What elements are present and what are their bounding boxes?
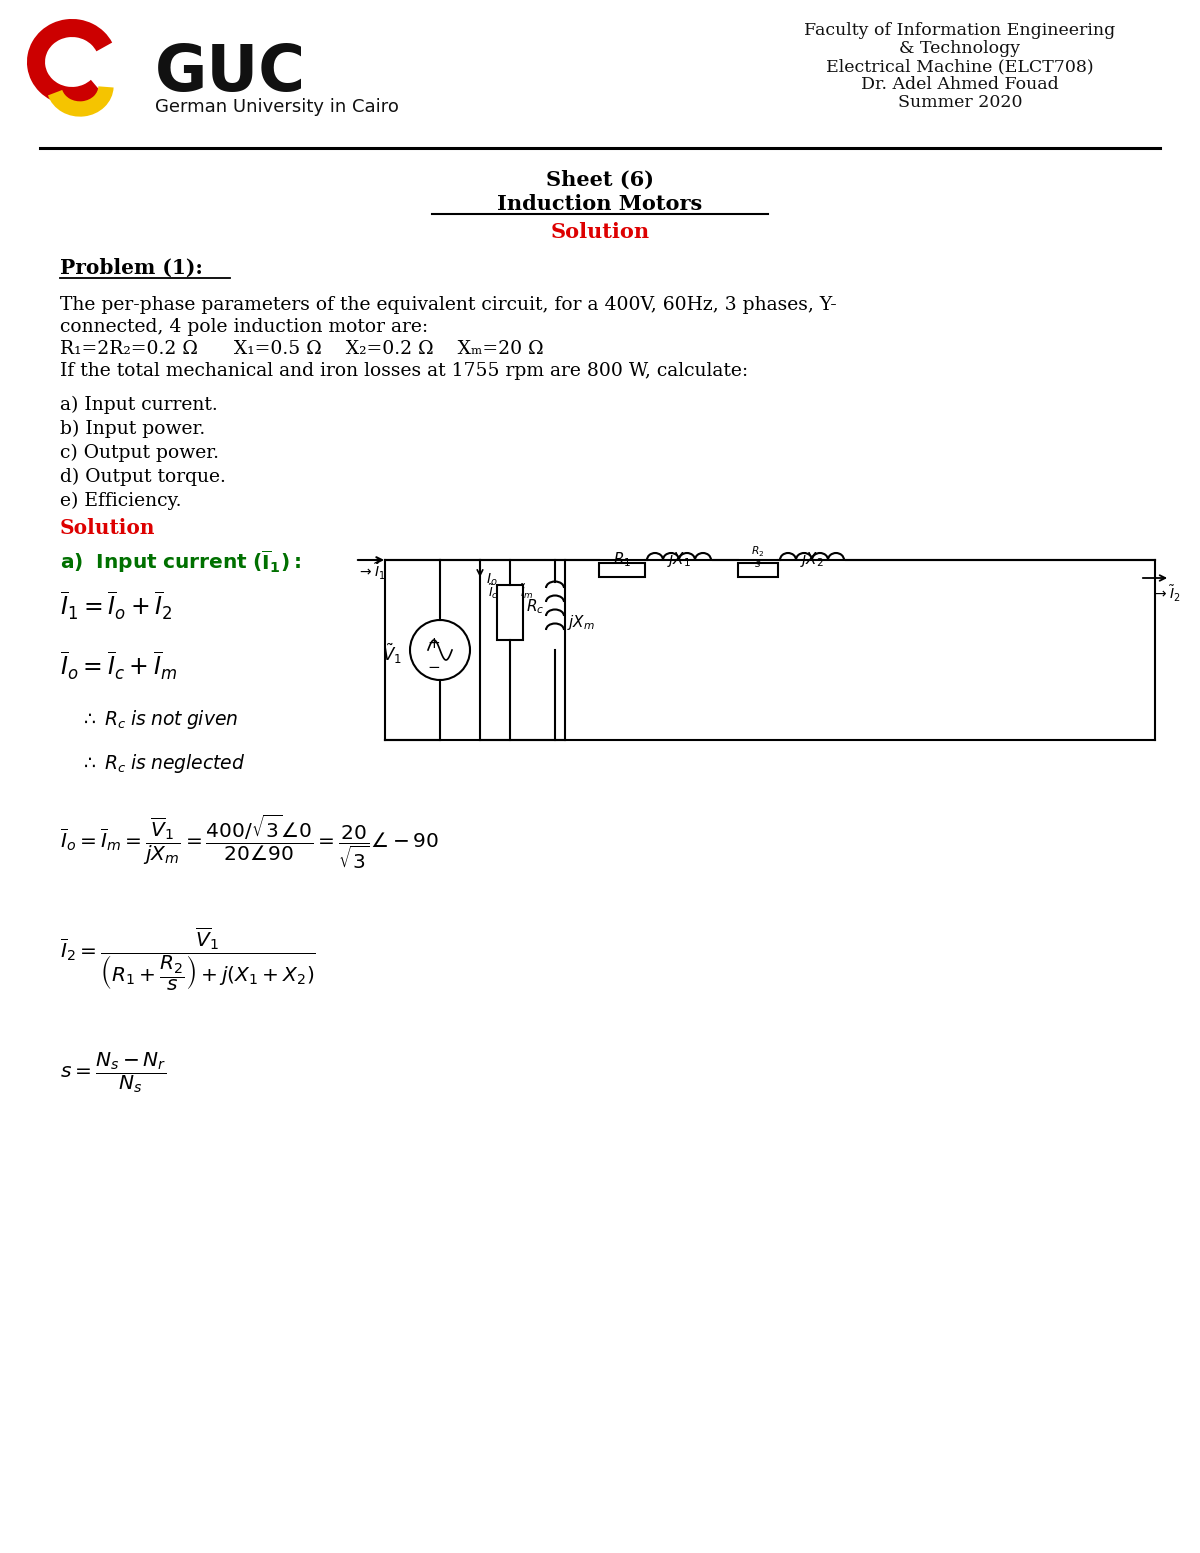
Text: $jX_m$: $jX_m$ xyxy=(568,613,595,632)
Text: Induction Motors: Induction Motors xyxy=(497,194,703,214)
Text: If the total mechanical and iron losses at 1755 rpm are 800 W, calculate:: If the total mechanical and iron losses … xyxy=(60,362,748,380)
Text: d) Output torque.: d) Output torque. xyxy=(60,467,226,486)
Text: $\therefore\; R_c\;\mathit{is\;neglected}$: $\therefore\; R_c\;\mathit{is\;neglected… xyxy=(80,752,246,775)
Text: $\overline{I}_o = \overline{I}_m = \dfrac{\overline{V}_1}{jX_m}= \dfrac{400/\sqr: $\overline{I}_o = \overline{I}_m = \dfra… xyxy=(60,812,439,871)
Text: $\overline{I}_1 = \overline{I}_o + \overline{I}_2$: $\overline{I}_1 = \overline{I}_o + \over… xyxy=(60,590,173,623)
Bar xyxy=(497,585,523,640)
Text: $\rightarrow\tilde{I}_1$: $\rightarrow\tilde{I}_1$ xyxy=(358,562,385,582)
Bar xyxy=(599,564,646,578)
Text: Solution: Solution xyxy=(551,222,649,242)
Text: The per-phase parameters of the equivalent circuit, for a 400V, 60Hz, 3 phases, : The per-phase parameters of the equivale… xyxy=(60,297,836,314)
Text: Problem (1):: Problem (1): xyxy=(60,258,203,278)
Text: $\rightarrow\tilde{I}_2$: $\rightarrow\tilde{I}_2$ xyxy=(1152,584,1181,604)
Text: e) Efficiency.: e) Efficiency. xyxy=(60,492,181,511)
Text: Electrical Machine (ELCT708): Electrical Machine (ELCT708) xyxy=(826,57,1094,75)
Text: Sheet (6): Sheet (6) xyxy=(546,169,654,189)
Text: $jX_1$: $jX_1$ xyxy=(667,550,691,568)
Text: $\tilde{V}_1$: $\tilde{V}_1$ xyxy=(382,641,402,666)
Text: Faculty of Information Engineering: Faculty of Information Engineering xyxy=(804,22,1116,39)
Text: R₁=2R₂=0.2 Ω      X₁=0.5 Ω    X₂=0.2 Ω    Xₘ=20 Ω: R₁=2R₂=0.2 Ω X₁=0.5 Ω X₂=0.2 Ω Xₘ=20 Ω xyxy=(60,340,544,359)
Text: −: − xyxy=(427,660,440,676)
Text: c) Output power.: c) Output power. xyxy=(60,444,220,463)
Text: $R_1$: $R_1$ xyxy=(613,550,631,568)
Text: German University in Cairo: German University in Cairo xyxy=(155,98,398,116)
Text: $jX_2$: $jX_2$ xyxy=(800,550,824,568)
Text: $R_c$: $R_c$ xyxy=(526,598,545,617)
Text: & Technology: & Technology xyxy=(900,40,1020,57)
Text: $\therefore\; R_c\;\mathit{is\;not\;given}$: $\therefore\; R_c\;\mathit{is\;not\;give… xyxy=(80,708,239,731)
Bar xyxy=(738,564,778,578)
Text: Dr. Adel Ahmed Fouad: Dr. Adel Ahmed Fouad xyxy=(862,76,1058,93)
Text: $I_o$: $I_o$ xyxy=(486,572,498,589)
Text: Summer 2020: Summer 2020 xyxy=(898,95,1022,110)
Text: $\overline{I}_2 = \dfrac{\overline{V}_1}{\left(R_1 + \dfrac{R_2}{s}\right) + j(X: $\overline{I}_2 = \dfrac{\overline{V}_1}… xyxy=(60,926,316,992)
Text: +: + xyxy=(427,637,440,651)
Text: $\tilde{I}_c$: $\tilde{I}_c$ xyxy=(488,582,498,601)
Text: $s = \dfrac{N_s - N_r}{N_s}$: $s = \dfrac{N_s - N_r}{N_s}$ xyxy=(60,1050,167,1095)
Text: $\overline{I}_o = \overline{I}_c + \overline{I}_m$: $\overline{I}_o = \overline{I}_c + \over… xyxy=(60,651,178,682)
Text: $\frac{R_2}{s}$: $\frac{R_2}{s}$ xyxy=(751,545,766,570)
Text: Solution: Solution xyxy=(60,519,156,537)
Text: GUC: GUC xyxy=(155,42,306,104)
Text: connected, 4 pole induction motor are:: connected, 4 pole induction motor are: xyxy=(60,318,428,335)
Text: $\mathbf{a)\ \ Input\ current\ (\overline{I}_1):}$: $\mathbf{a)\ \ Input\ current\ (\overlin… xyxy=(60,548,301,575)
Text: $\tilde{I}_m$: $\tilde{I}_m$ xyxy=(520,582,534,601)
Text: b) Input power.: b) Input power. xyxy=(60,419,205,438)
Text: a) Input current.: a) Input current. xyxy=(60,396,217,415)
